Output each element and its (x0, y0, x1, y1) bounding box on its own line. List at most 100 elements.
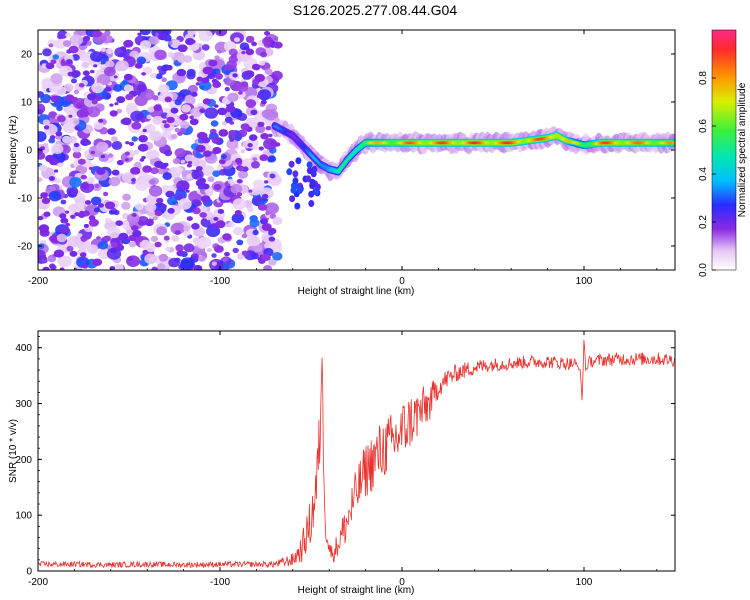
noise-blob (214, 245, 224, 253)
noise-blob (228, 55, 238, 64)
noise-blob (196, 131, 208, 140)
noise-blob (191, 43, 199, 50)
colorbar-tick-label: 0.6 (698, 119, 709, 133)
noise-blob (211, 223, 218, 228)
noise-blob (187, 160, 193, 165)
x-tick-label: 100 (576, 276, 593, 287)
noise-blob (123, 73, 133, 81)
noise-blob (73, 142, 80, 148)
noise-blob (124, 158, 129, 162)
noise-blob (69, 34, 84, 46)
noise-blob (147, 150, 159, 159)
noise-blob (183, 243, 195, 253)
noise-blob (126, 102, 136, 111)
noise-blob (86, 106, 101, 118)
noise-blob (87, 93, 97, 101)
noise-blob (65, 222, 71, 227)
noise-blob (57, 255, 72, 268)
ridge-lobe (296, 187, 303, 194)
noise-blob (203, 150, 212, 157)
noise-blob (50, 73, 63, 84)
noise-blob (144, 219, 154, 227)
noise-blob (256, 94, 261, 98)
noise-blob (151, 266, 159, 270)
noise-blob (54, 169, 59, 173)
x-tick-label: -100 (210, 276, 230, 287)
noise-blob (224, 64, 232, 71)
noise-blob (116, 96, 126, 104)
noise-blob (234, 210, 242, 216)
noise-blob (89, 166, 93, 170)
noise-blob (268, 133, 273, 138)
noise-blob (133, 150, 140, 155)
noise-blob (264, 68, 273, 75)
ridge-lobe (288, 160, 295, 168)
noise-blob (139, 30, 151, 36)
colorbar-ticks: 0.0 0.2 0.4 0.6 0.8 (698, 71, 716, 277)
noise-blob (72, 151, 82, 159)
noise-blob (232, 73, 238, 78)
noise-blob (48, 43, 54, 48)
noise-blob (191, 223, 200, 230)
noise-blob (238, 91, 243, 95)
noise-blob (179, 127, 186, 134)
noise-blob (162, 120, 167, 124)
noise-blob (113, 75, 118, 79)
noise-blob (134, 203, 144, 211)
noise-blob (183, 225, 191, 232)
noise-blob (124, 151, 130, 156)
noise-blob (83, 223, 89, 228)
noise-blob (263, 265, 272, 270)
noise-blob (227, 221, 235, 228)
noise-blob (236, 179, 243, 184)
noise-blob (272, 216, 283, 226)
ridge-lobe (308, 190, 315, 198)
noise-blob (176, 182, 182, 187)
noise-blob (230, 183, 243, 194)
noise-blob (40, 94, 52, 104)
noise-blob (171, 235, 180, 242)
noise-blob (71, 70, 81, 78)
noise-blob (69, 250, 78, 257)
noise-blob (208, 59, 218, 67)
noise-blob (145, 202, 157, 212)
noise-blob (65, 94, 75, 102)
noise-blob (95, 95, 103, 102)
noise-blob (224, 251, 230, 257)
noise-blob (97, 240, 109, 250)
noise-blob (54, 38, 67, 49)
noise-blob (186, 71, 196, 80)
ridge-lobe (306, 161, 313, 169)
noise-blob (38, 147, 43, 155)
noise-blob (78, 158, 86, 165)
noise-blob (60, 217, 69, 224)
noise-blob (184, 94, 195, 104)
noise-blob (260, 99, 267, 105)
noise-blob (202, 98, 212, 105)
noise-blob (260, 51, 267, 58)
ridge-lobe (305, 175, 312, 183)
noise-blob (150, 235, 159, 242)
noise-blob (215, 73, 223, 80)
noise-blob (100, 47, 106, 52)
noise-blob (41, 258, 48, 264)
y-tick-label: -10 (18, 194, 33, 205)
noise-blob (125, 93, 134, 101)
noise-blob (236, 192, 243, 197)
y-tick-label: -20 (18, 242, 33, 253)
noise-blob (185, 189, 190, 193)
noise-blob (80, 181, 94, 193)
noise-blob (268, 258, 277, 266)
noise-blob (137, 143, 149, 152)
noise-blob (82, 35, 91, 42)
noise-blob (38, 224, 50, 233)
noise-blob (90, 69, 95, 74)
noise-blob (79, 252, 87, 258)
noise-blob (225, 105, 236, 113)
noise-blob (142, 249, 148, 255)
noise-blob (262, 150, 269, 156)
noise-blob (104, 217, 112, 223)
noise-blob (110, 241, 119, 248)
noise-blob (158, 33, 168, 41)
ridge-lobe (286, 168, 293, 176)
